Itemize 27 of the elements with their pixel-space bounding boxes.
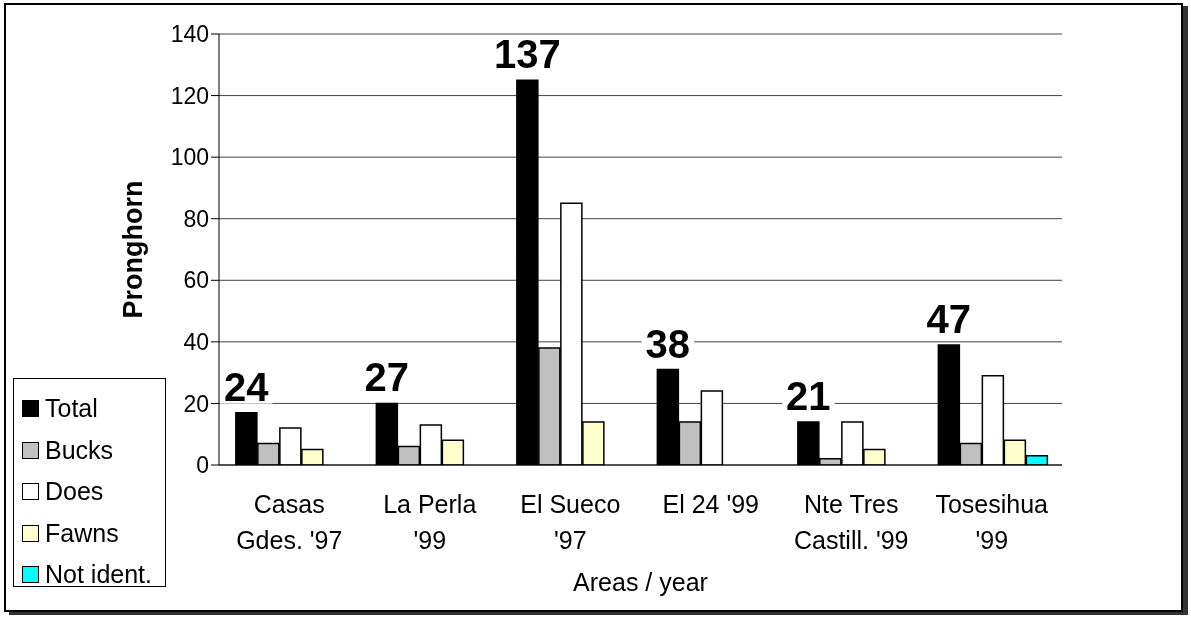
y-tick-label: 20: [183, 390, 209, 417]
y-tick-label: 40: [183, 329, 209, 356]
x-tick-label: La Perla '99: [383, 490, 477, 554]
annotation: 137: [493, 32, 561, 77]
annotation: 27: [364, 355, 410, 400]
y-tick-label: 0: [196, 452, 209, 479]
x-tick-label: El Sueco '97: [520, 490, 621, 554]
y-tick-label: 120: [170, 82, 209, 109]
annotation: 24: [224, 364, 270, 409]
legend-label: Fawns: [45, 518, 119, 548]
legend-label: Bucks: [45, 435, 114, 465]
y-tick-label: 140: [170, 21, 209, 48]
annotation: 38: [645, 321, 691, 366]
y-tick-label: 80: [183, 205, 209, 232]
x-tick-label: Nte Tres Castill. '99: [793, 490, 909, 554]
x-tick-label: Casas Gdes. '97: [236, 490, 343, 554]
y-axis-title: Pronghorn: [118, 180, 148, 319]
x-tick-label: Tosesihua '99: [935, 490, 1049, 554]
legend-label: Not ident.: [45, 560, 153, 590]
x-tick-label: El 24 '99: [662, 490, 760, 518]
x-axis-title: Areas / year: [573, 568, 708, 596]
annotation: 21: [786, 373, 831, 418]
y-tick-label: 60: [183, 267, 209, 294]
annotation: 47: [926, 296, 972, 341]
legend-label: Does: [45, 477, 104, 507]
y-tick-label: 100: [170, 144, 209, 171]
legend-label: Total: [45, 394, 98, 424]
